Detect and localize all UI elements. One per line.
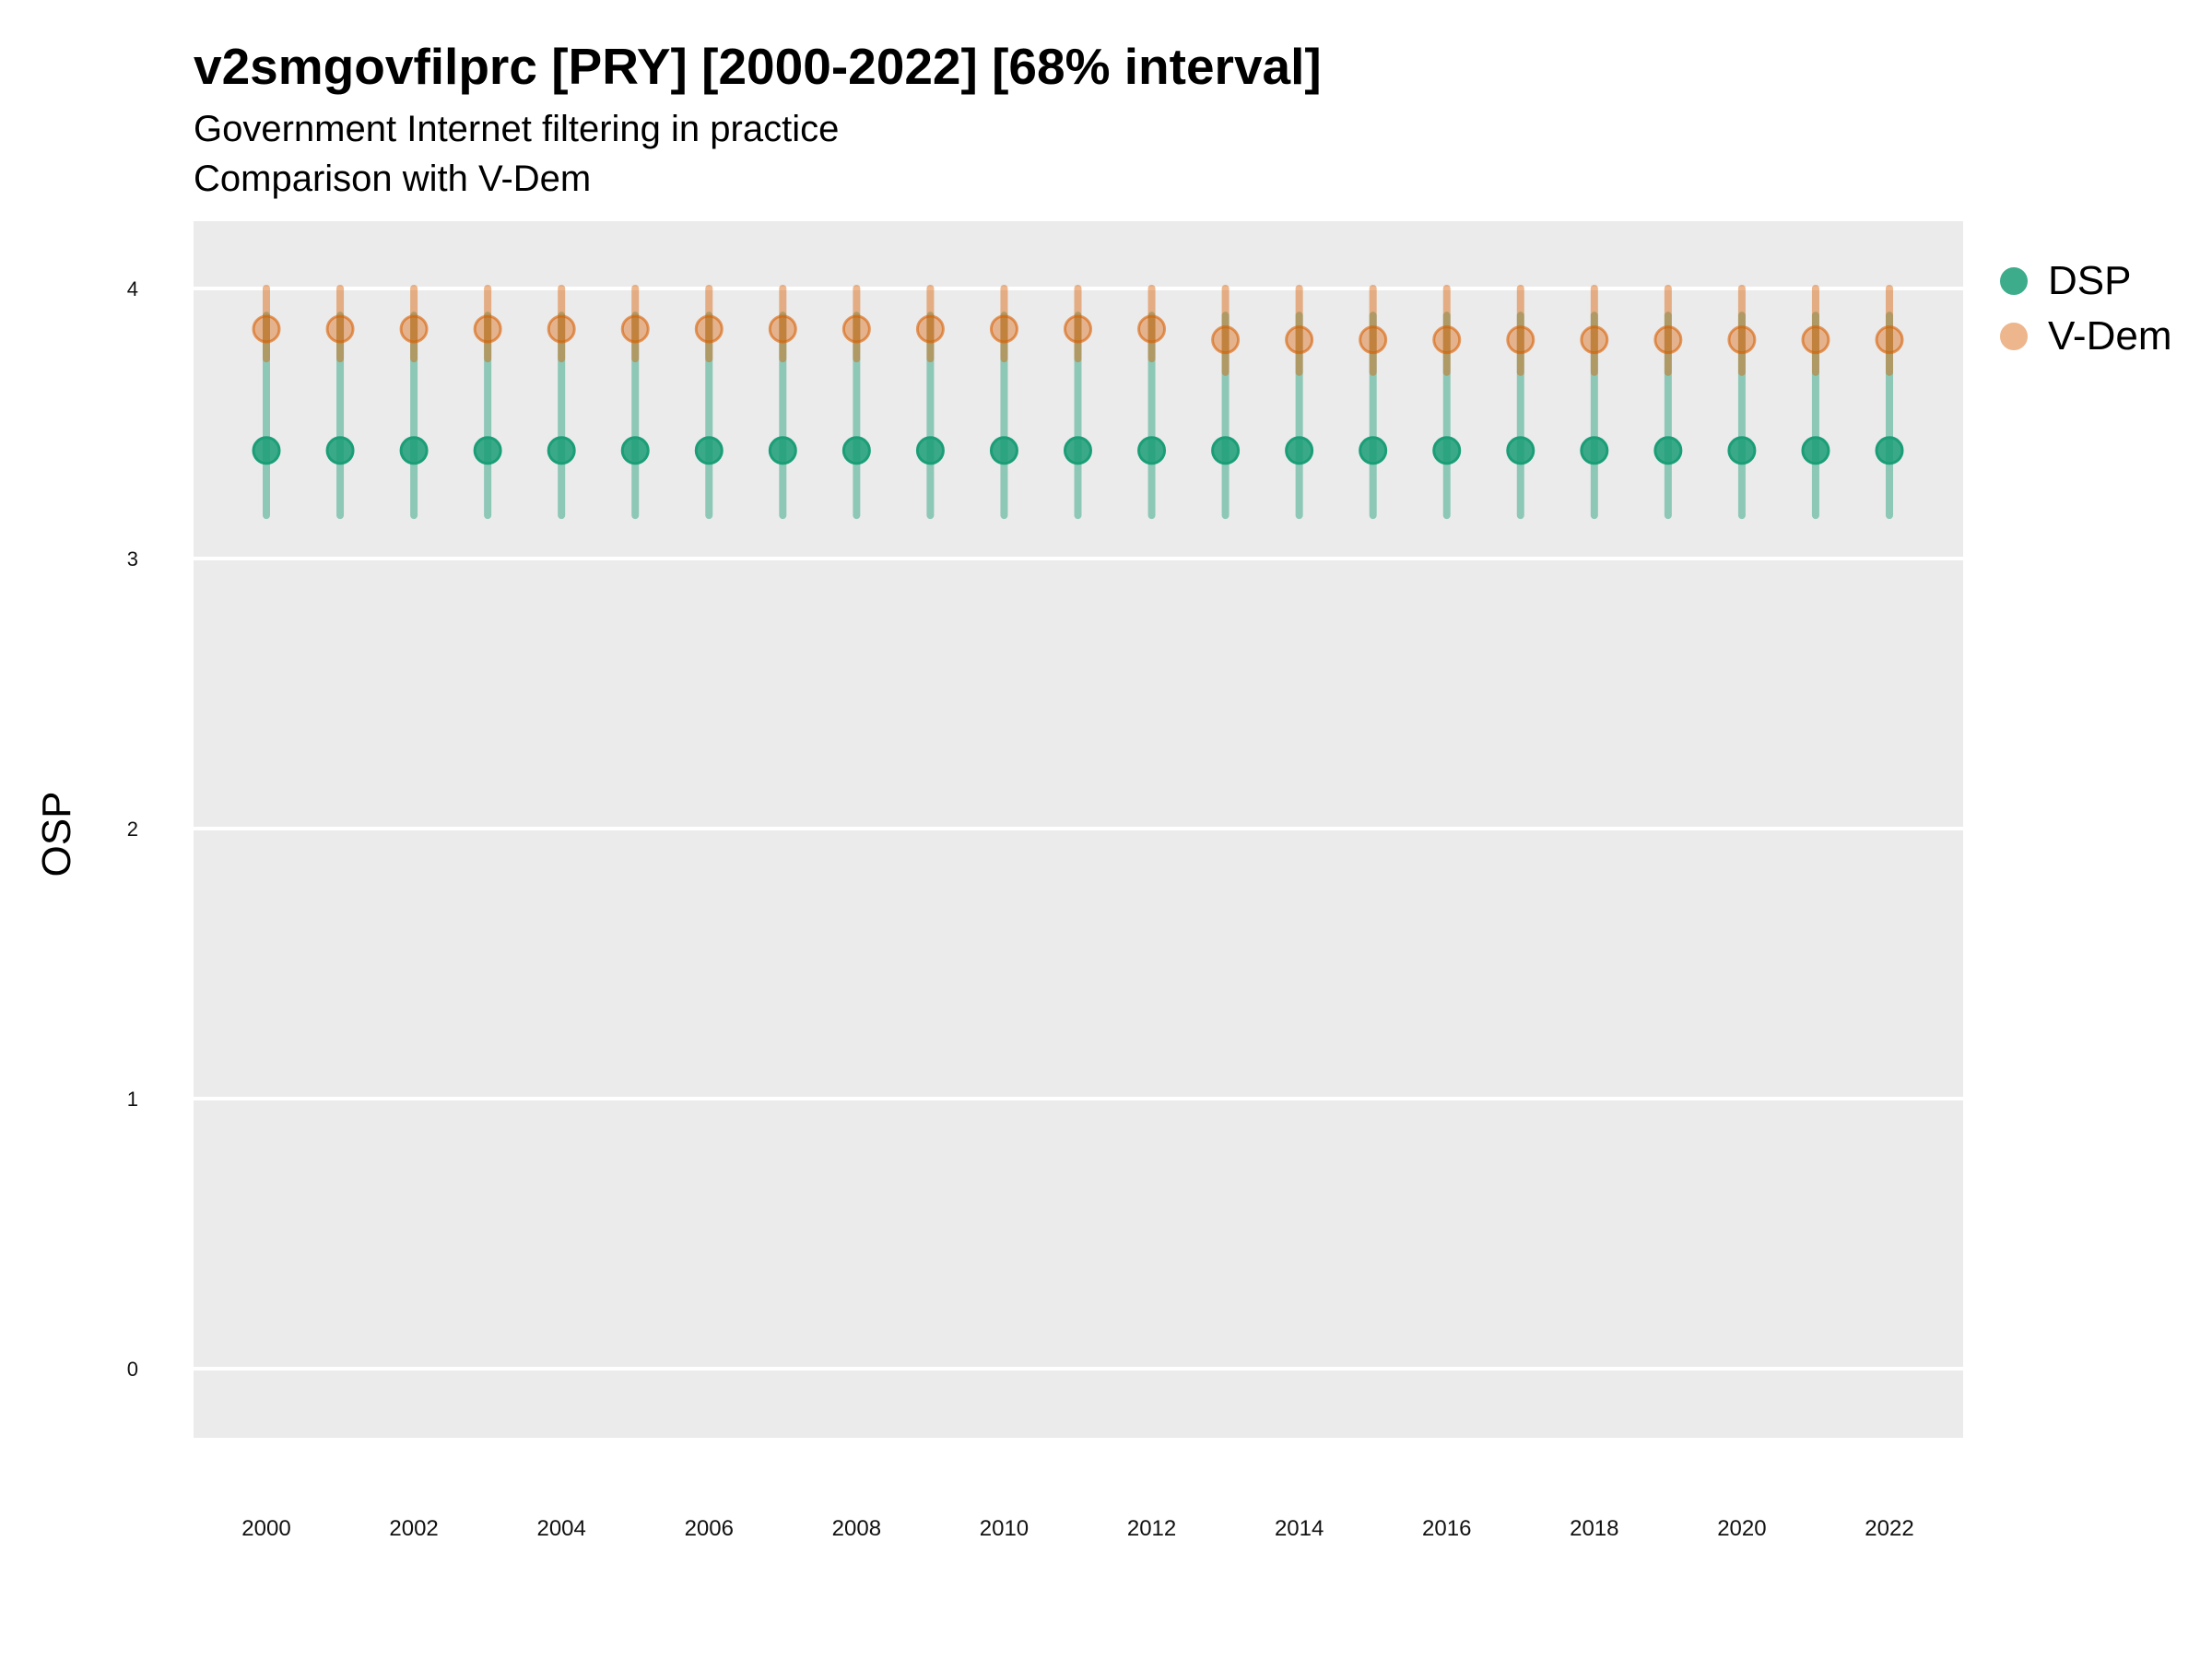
x-tick-label: 2010 [980, 1516, 1029, 1541]
y-tick-label: 3 [127, 547, 138, 571]
point-dsp [768, 436, 797, 465]
point-dsp [1653, 436, 1683, 465]
point-v-dem [1211, 325, 1241, 355]
legend-dot-dsp [2000, 267, 2028, 295]
x-tick-label: 2000 [241, 1516, 290, 1541]
x-tick-label: 2014 [1275, 1516, 1324, 1541]
point-v-dem [252, 314, 281, 344]
x-tick-label: 2012 [1127, 1516, 1176, 1541]
point-v-dem [1875, 325, 1904, 355]
point-v-dem [325, 314, 355, 344]
legend-label-dsp: DSP [2048, 258, 2132, 303]
point-v-dem [1506, 325, 1535, 355]
point-v-dem [915, 314, 945, 344]
x-tick-label: 2002 [389, 1516, 438, 1541]
point-v-dem [620, 314, 650, 344]
point-v-dem [399, 314, 429, 344]
point-dsp [1359, 436, 1388, 465]
point-dsp [252, 436, 281, 465]
point-dsp [989, 436, 1018, 465]
point-dsp [1432, 436, 1462, 465]
y-tick-label: 2 [127, 818, 138, 841]
x-tick-label: 2020 [1717, 1516, 1766, 1541]
x-tick-label: 2016 [1422, 1516, 1471, 1541]
point-v-dem [694, 314, 724, 344]
point-dsp [1137, 436, 1167, 465]
x-tick-label: 2006 [685, 1516, 734, 1541]
legend-item-vdem: V-Dem [1991, 309, 2171, 364]
point-dsp [1580, 436, 1609, 465]
y-tick-label: 4 [127, 277, 138, 300]
point-dsp [1801, 436, 1830, 465]
y-axis-label: OSP [34, 792, 79, 877]
point-v-dem [1285, 325, 1314, 355]
point-dsp [473, 436, 502, 465]
point-dsp [325, 436, 355, 465]
point-dsp [1506, 436, 1535, 465]
point-dsp [915, 436, 945, 465]
point-dsp [620, 436, 650, 465]
legend: DSP V-Dem [1991, 253, 2171, 364]
chart-title: v2smgovfilprc [PRY] [2000-2022] [68% int… [194, 38, 1322, 95]
point-v-dem [1432, 325, 1462, 355]
x-tick-label: 2022 [1865, 1516, 1913, 1541]
point-v-dem [1359, 325, 1388, 355]
point-dsp [1285, 436, 1314, 465]
point-dsp [694, 436, 724, 465]
point-dsp [1727, 436, 1757, 465]
point-v-dem [841, 314, 871, 344]
legend-label-vdem: V-Dem [2048, 313, 2172, 359]
point-v-dem [1653, 325, 1683, 355]
point-dsp [1211, 436, 1241, 465]
point-dsp [1064, 436, 1092, 465]
point-v-dem [1727, 325, 1757, 355]
point-v-dem [1580, 325, 1609, 355]
point-v-dem [473, 314, 502, 344]
point-dsp [399, 436, 429, 465]
x-tick-label: 2008 [832, 1516, 881, 1541]
x-tick-label: 2004 [536, 1516, 585, 1541]
point-dsp [1875, 436, 1904, 465]
legend-item-dsp: DSP [1991, 253, 2171, 309]
point-dsp [841, 436, 871, 465]
point-v-dem [1064, 314, 1092, 344]
point-v-dem [547, 314, 576, 344]
chart-caption: Comparison with V-Dem [194, 159, 592, 199]
point-v-dem [1137, 314, 1167, 344]
point-v-dem [989, 314, 1018, 344]
point-v-dem [1801, 325, 1830, 355]
point-v-dem [768, 314, 797, 344]
y-tick-label: 1 [127, 1088, 138, 1111]
point-dsp [547, 436, 576, 465]
chart-subtitle: Government Internet filtering in practic… [194, 109, 840, 149]
y-tick-label: 0 [127, 1358, 138, 1381]
legend-dot-vdem [2000, 323, 2028, 350]
x-tick-label: 2018 [1570, 1516, 1618, 1541]
